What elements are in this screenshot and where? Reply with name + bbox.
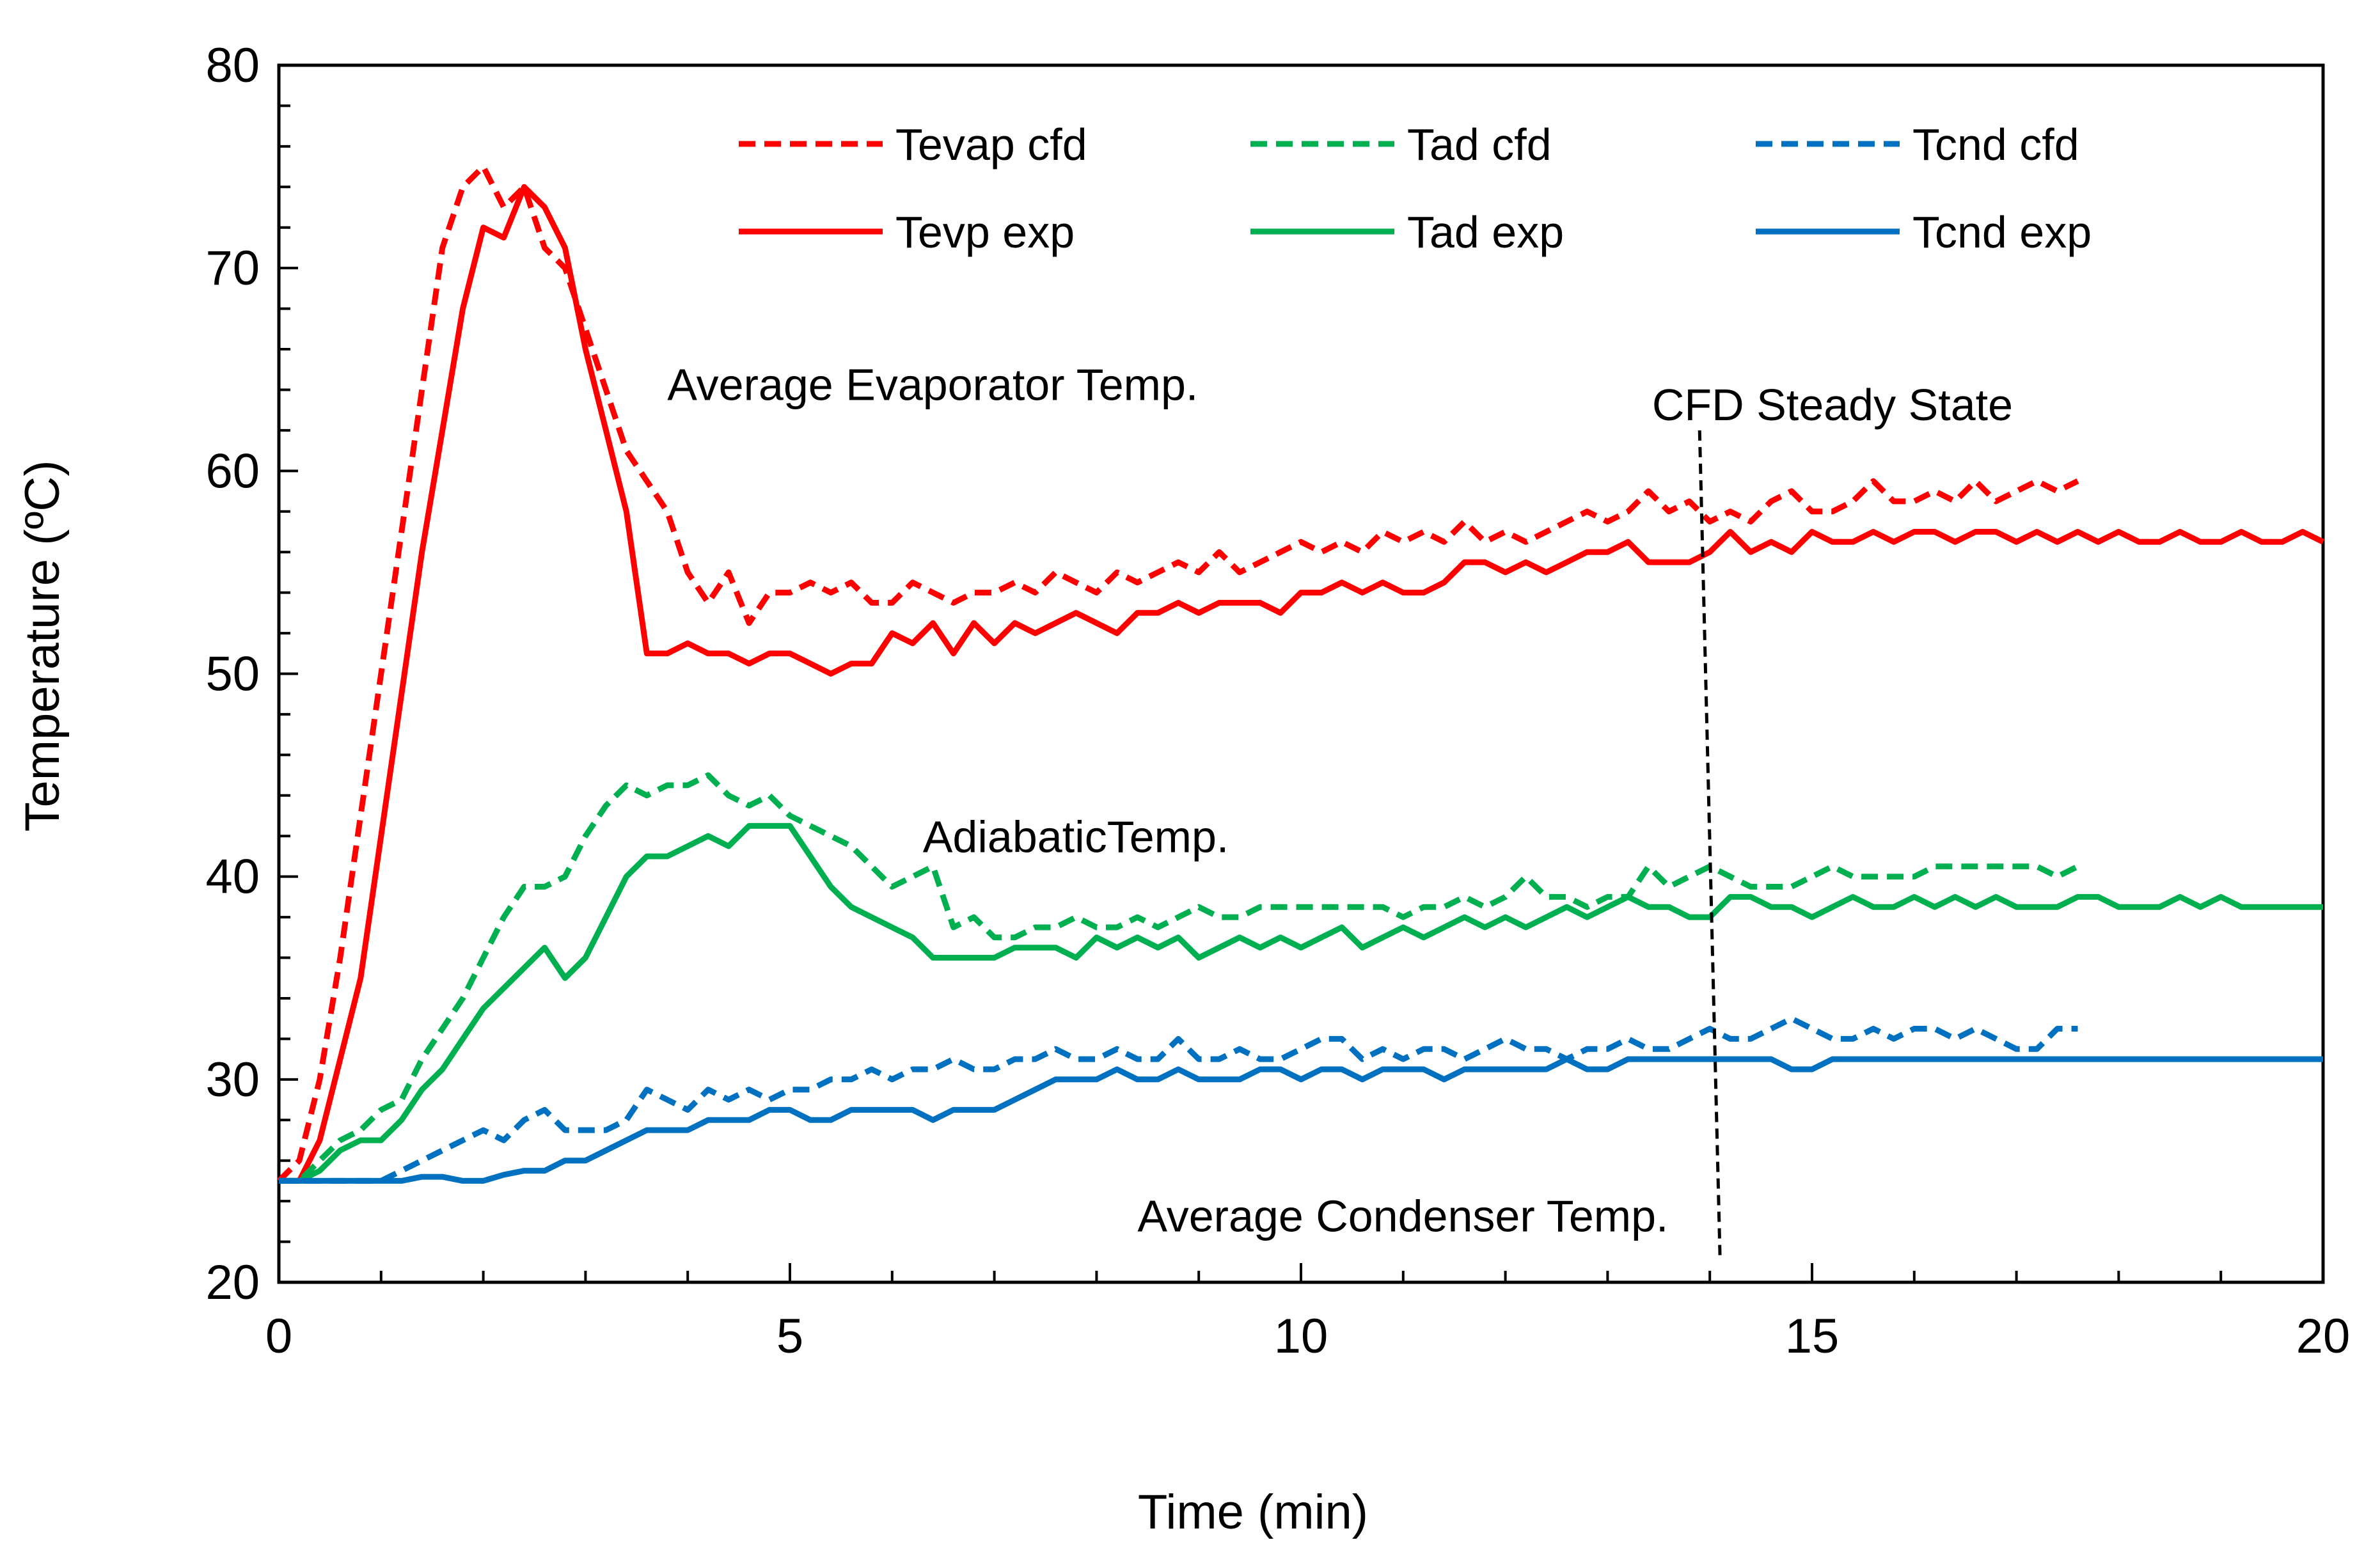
x-tick-label: 20 — [2296, 1309, 2351, 1363]
annotation-label: CFD Steady State — [1652, 380, 2013, 430]
legend: Tevap cfd Tad cfd Tcnd cfd Tevp exp Tad exp T… — [739, 120, 2092, 257]
y-tick-label: 70 — [205, 241, 260, 295]
y-tick-label: 60 — [205, 444, 260, 498]
series-line-tad-exp — [279, 822, 2323, 1184]
x-axis-label: Time (min) — [1138, 1485, 1368, 1539]
x-tick-label: 15 — [1785, 1309, 1840, 1363]
series-line-tcnd-exp — [279, 1056, 2323, 1184]
annotation-layer: Average Evaporator Temp. AdiabaticTemp. Av… — [667, 359, 2013, 1259]
legend-label: Tad cfd — [1407, 120, 1552, 169]
x-tick-label: 0 — [265, 1309, 292, 1363]
axes: 0 5 10 15 20 20 30 40 50 60 70 80 — [205, 38, 2350, 1363]
steady-state-line — [1698, 430, 1722, 1259]
legend-label: Tcnd cfd — [1912, 120, 2079, 169]
legend-label: Tevp exp — [895, 207, 1075, 257]
y-tick-label: 50 — [205, 647, 260, 702]
annotation-label: Average Evaporator Temp. — [667, 359, 1198, 409]
series-line-tevp-exp — [279, 184, 2324, 1184]
series-line-tcnd-cfd — [279, 1016, 2078, 1184]
x-tick-label: 10 — [1274, 1309, 1328, 1363]
y-tick-label: 20 — [205, 1255, 260, 1310]
x-tick-label: 5 — [776, 1309, 803, 1363]
series-line-tad-cfd — [279, 772, 2079, 1184]
y-tick-label: 30 — [205, 1053, 260, 1107]
series-layer — [276, 164, 2324, 1184]
y-tick-label: 40 — [205, 850, 260, 904]
annotation-label: Average Condenser Temp. — [1137, 1191, 1668, 1241]
legend-label: Tad exp — [1407, 207, 1564, 257]
y-axis-label: Temperature (ºC) — [15, 460, 70, 831]
y-tick-label: 80 — [205, 38, 260, 93]
legend-label: Tcnd exp — [1912, 207, 2092, 257]
legend-label: Tevap cfd — [895, 120, 1087, 169]
annotation-label: AdiabaticTemp. — [923, 812, 1229, 862]
